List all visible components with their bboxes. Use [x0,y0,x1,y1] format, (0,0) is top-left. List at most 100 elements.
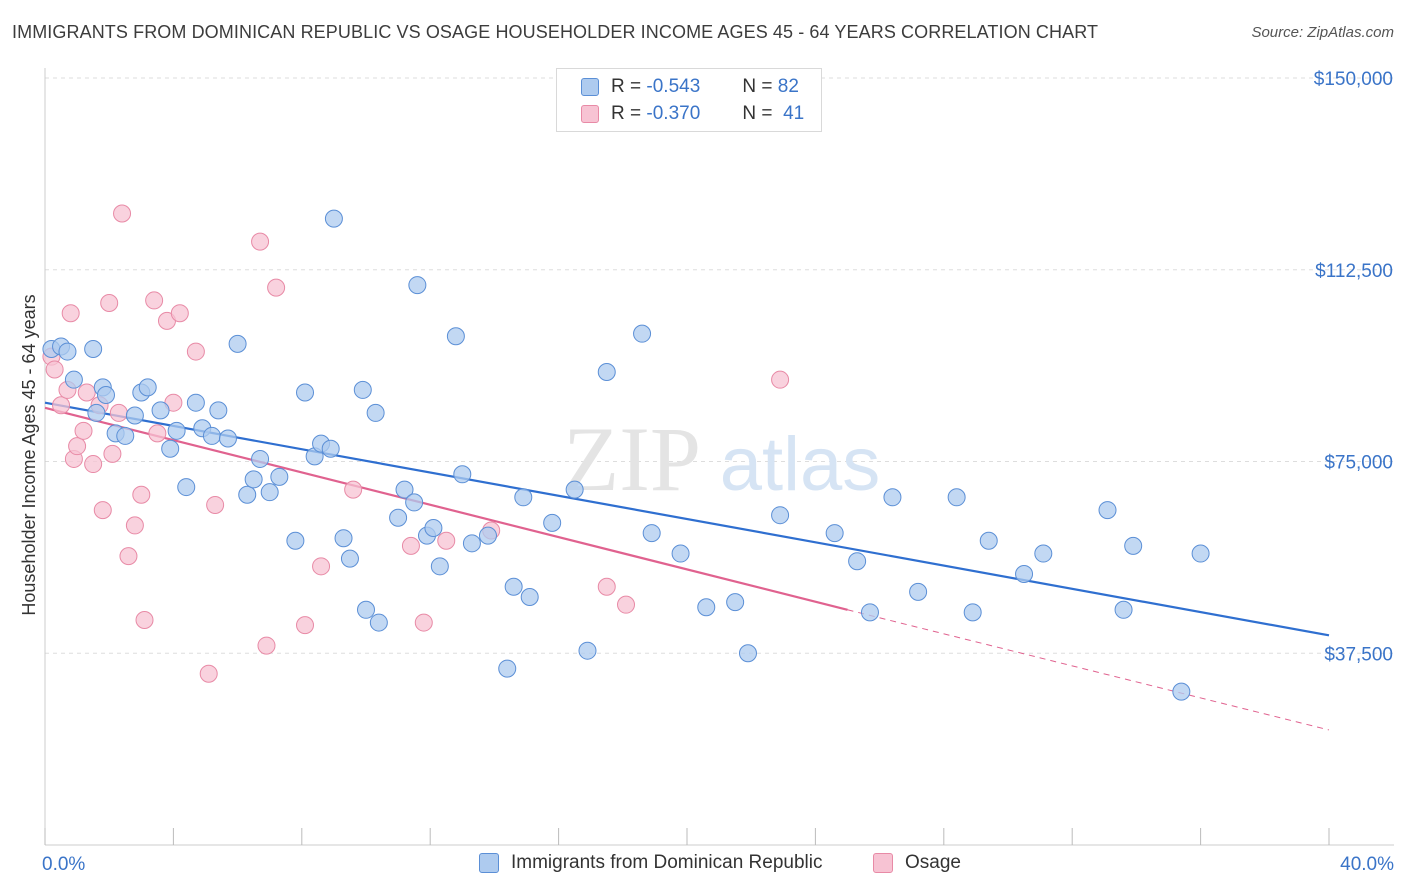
dominican-point [1191,544,1210,563]
dominican-point [286,531,305,550]
dominican-point [151,401,170,420]
dominican-point [125,406,144,425]
dominican-point [671,544,690,563]
dominican-point [270,467,289,486]
osage-point [267,278,286,297]
dominican-point [161,439,180,458]
osage-point [414,613,433,632]
osage-point [68,437,87,456]
dominican-point [504,577,523,596]
osage-point [199,664,218,683]
y-tick-labels: $37,500 $75,000 $112,500 $150,000 [1314,69,1393,665]
dominican-point [334,529,353,548]
dominican-point [424,518,443,537]
dominican-point [642,524,661,543]
legend-swatch-blue [581,78,599,96]
dominican-point [478,526,497,545]
osage-trend-extension [847,609,1330,731]
legend-item-osage[interactable]: Osage [873,852,961,874]
gridlines [45,77,1394,654]
osage-point [145,291,164,310]
dominican-point [324,209,343,228]
legend-row-dominican: R = -0.543 N = 82 [581,76,799,98]
dominican-point [979,531,998,550]
y-axis-label: Householder Income Ages 45 - 64 years [19,294,39,615]
dominican-point [726,593,745,612]
watermark-atlas: atlas [720,422,881,507]
legend-label-osage: Osage [905,852,961,873]
dominican-point [228,334,247,353]
osage-point [617,595,636,614]
dominican-point [597,363,616,382]
dominican-point [848,552,867,571]
dominican-point [1015,564,1034,583]
dominican-point [1124,536,1143,555]
osage-point [206,495,225,514]
osage-point [113,204,132,223]
legend-r-value: -0.370 [646,103,701,124]
osage-point [597,577,616,596]
dominican-point [186,393,205,412]
dominican-point [1114,600,1133,619]
dominican-point [408,276,427,295]
dominican-point [405,493,424,512]
legend-item-dominican[interactable]: Immigrants from Dominican Republic [479,852,823,874]
dominican-point [167,421,186,440]
watermark-zip: ZIP [563,408,701,510]
dominican-point [963,603,982,622]
dominican-point [578,641,597,660]
osage-point [61,304,80,323]
osage-points [42,204,790,683]
legend-r-value: -0.543 [646,76,701,97]
legend-n-label: N = [742,103,773,124]
dominican-point [462,534,481,553]
dominican-point [909,582,928,601]
legend-row-osage: R = -0.370 N = 41 [581,103,804,125]
dominican-point [498,659,517,678]
dominican-point [340,549,359,568]
dominican-point [771,506,790,525]
dominican-point [64,370,83,389]
x-tick-labels: 0.0% 40.0% [42,854,1394,875]
osage-point [77,383,96,402]
trend-lines [44,401,1330,731]
dominican-point [947,488,966,507]
legend-n-value: 82 [777,76,799,97]
dominican-point [138,378,157,397]
osage-point [771,370,790,389]
dominican-point [84,340,103,359]
dominican-point [860,603,879,622]
dominican-point [321,439,340,458]
dominican-point [1034,544,1053,563]
dominican-point [96,386,115,405]
osage-point [170,304,189,323]
dominican-points [42,79,1210,701]
osage-point [45,360,64,379]
osage-point [125,516,144,535]
osage-point [251,232,270,251]
osage-point [257,636,276,655]
legend-r-label: R = [611,103,642,124]
legend-swatch-osage [873,853,893,873]
dominican-point [697,598,716,617]
correlation-legend: R = -0.543 N = 82 R = -0.370 N = 41 [556,68,822,132]
dominican-point [883,488,902,507]
dominican-point [209,401,228,420]
legend-r-label: R = [611,76,642,97]
dominican-point [353,380,372,399]
osage-point [401,536,420,555]
y-tick-label: $75,000 [1324,453,1393,474]
dominican-point [116,426,135,445]
osage-point [437,531,456,550]
osage-point [119,547,138,566]
osage-point [344,480,363,499]
y-tick-label: $150,000 [1314,69,1393,90]
dominican-point [296,383,315,402]
dominican-point [260,483,279,502]
dominican-point [1172,682,1191,701]
legend-swatch-dominican [479,853,499,873]
osage-point [296,616,315,635]
dominican-point [395,480,414,499]
dominican-point [357,600,375,619]
dominican-point [520,588,539,607]
